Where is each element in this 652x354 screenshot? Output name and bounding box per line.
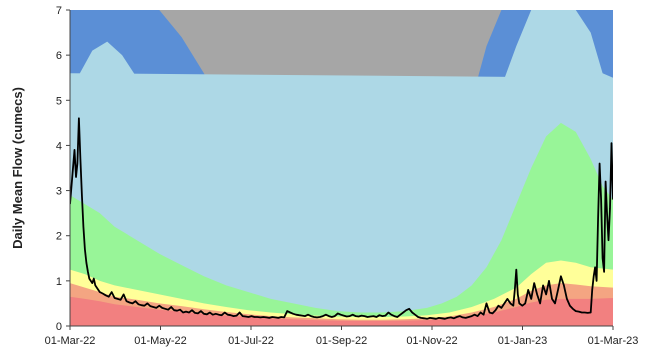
band-7 bbox=[70, 296, 613, 326]
x-tick-label: 01-Sep-22 bbox=[316, 335, 367, 347]
x-ticks: 01-Mar-22 01-May-22 01-Jul-22 01-Sep-22 01-N… bbox=[45, 326, 639, 347]
y-tick-label: 7 bbox=[56, 5, 62, 17]
y-tick-label: 0 bbox=[56, 321, 62, 333]
x-tick-label: 01-Mar-22 bbox=[45, 335, 96, 347]
percentile-bands bbox=[70, 10, 613, 326]
flow-series bbox=[70, 117, 613, 320]
x-tick-label: 01-Nov-22 bbox=[406, 335, 457, 347]
y-axis-title: Daily Mean Flow (cumecs) bbox=[10, 87, 25, 249]
y-tick-label: 2 bbox=[56, 231, 62, 243]
series-line-0 bbox=[70, 117, 613, 320]
y-tick-label: 6 bbox=[56, 50, 62, 62]
x-tick-label: 01-May-22 bbox=[134, 335, 187, 347]
x-tick-label: 01-Jul-22 bbox=[228, 335, 274, 347]
x-tick-label: 01-Mar-23 bbox=[588, 335, 639, 347]
y-tick-label: 1 bbox=[56, 276, 62, 288]
band-3 bbox=[70, 73, 613, 326]
x-tick-label: 01-Jan-23 bbox=[498, 335, 548, 347]
y-ticks: 0 1 2 3 4 5 6 7 bbox=[56, 5, 70, 333]
y-tick-label: 4 bbox=[56, 140, 62, 152]
y-tick-label: 3 bbox=[56, 186, 62, 198]
y-tick-label: 5 bbox=[56, 95, 62, 107]
